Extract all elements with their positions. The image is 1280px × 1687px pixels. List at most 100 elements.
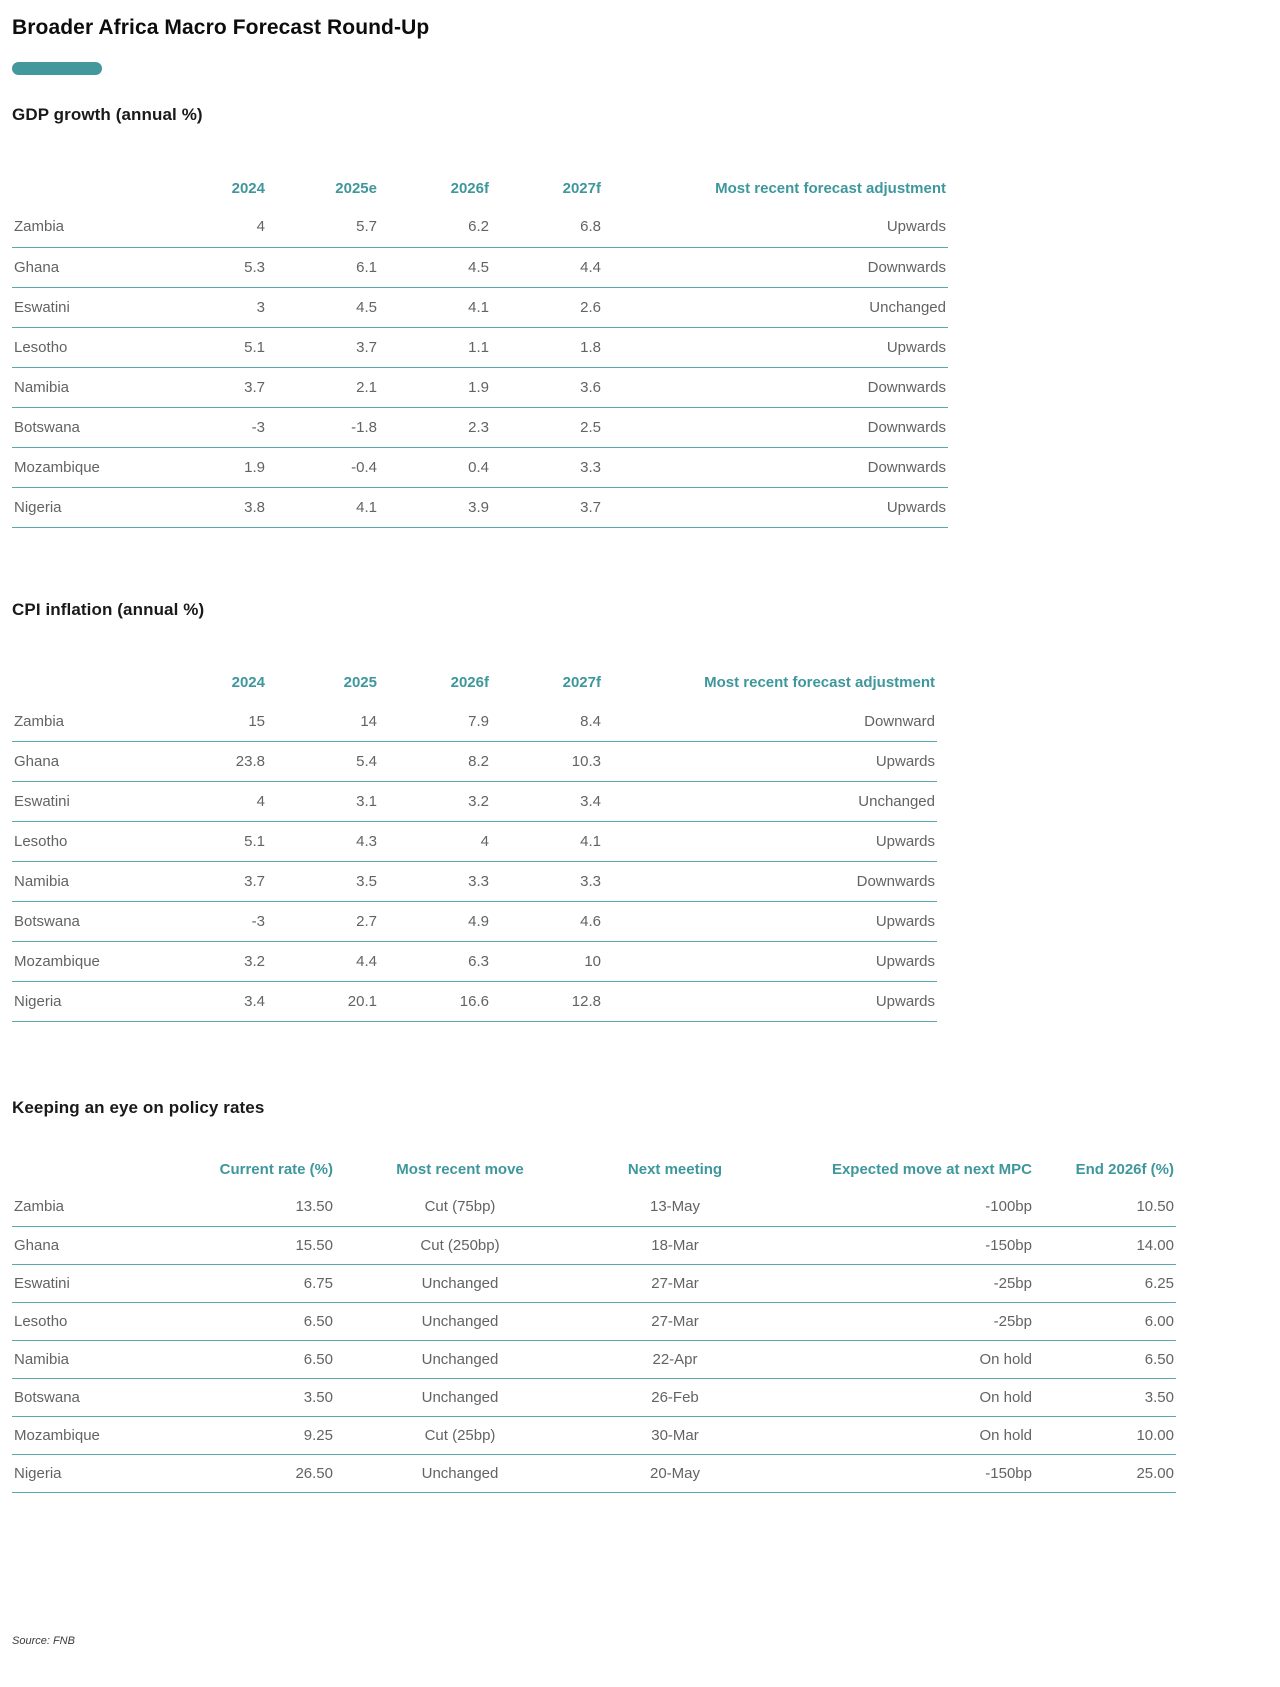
column-header: Next meeting: [627, 1160, 723, 1178]
value-cell: Unchanged: [603, 781, 937, 822]
value-cell: 26-Feb: [585, 1378, 765, 1417]
value-cell: 4.4: [267, 941, 379, 982]
value-cell: Upwards: [603, 901, 937, 942]
value-cell: 6.75: [172, 1264, 335, 1303]
value-cell: 25.00: [1034, 1454, 1176, 1493]
cpi-heading: CPI inflation (annual %): [12, 599, 205, 619]
value-cell: 8.2: [379, 741, 491, 782]
value-cell: -25bp: [765, 1264, 1034, 1303]
value-cell: Upwards: [603, 327, 948, 368]
value-cell: 10: [491, 941, 603, 982]
value-cell: Upwards: [603, 207, 948, 248]
value-cell: 6.00: [1034, 1302, 1176, 1341]
value-cell: 16.6: [379, 981, 491, 1022]
column-header: Most recent forecast adjustment: [715, 179, 946, 197]
column-header: 2027f: [562, 179, 601, 197]
country-cell: Lesotho: [12, 821, 172, 862]
value-cell: 15.50: [172, 1226, 335, 1265]
country-cell: Ghana: [12, 1226, 172, 1265]
country-cell: Ghana: [12, 741, 172, 782]
value-cell: 3.7: [267, 327, 379, 368]
value-cell: 2.3: [379, 407, 491, 448]
table-row: Mozambique 9.25 Cut (25bp) 30-Mar On hold 10.…: [12, 1416, 1176, 1455]
table-row: Ghana 23.8 5.4 8.2 10.3 Upwards: [12, 741, 937, 782]
table-row: Namibia 3.7 3.5 3.3 3.3 Downwards: [12, 861, 937, 902]
value-cell: 3.50: [172, 1378, 335, 1417]
value-cell: 27-Mar: [585, 1302, 765, 1341]
value-cell: On hold: [765, 1416, 1034, 1455]
value-cell: 4.9: [379, 901, 491, 942]
column-header: 2026f: [450, 674, 489, 691]
table-row: Namibia 6.50 Unchanged 22-Apr On hold 6.50: [12, 1340, 1176, 1379]
table-row: Ghana 15.50 Cut (250bp) 18-Mar -150bp 14.00: [12, 1226, 1176, 1265]
value-cell: 30-Mar: [585, 1416, 765, 1455]
source-note: Source: FNB: [12, 1634, 75, 1647]
value-cell: 3.8: [172, 487, 267, 528]
value-cell: 6.1: [267, 247, 379, 288]
value-cell: 13-May: [585, 1188, 765, 1227]
value-cell: 10.00: [1034, 1416, 1176, 1455]
value-cell: 6.2: [379, 207, 491, 248]
column-header: 2027f: [562, 674, 601, 691]
table-row: Namibia 3.7 2.1 1.9 3.6 Downwards: [12, 367, 948, 408]
value-cell: 4.6: [491, 901, 603, 942]
column-header: 2025: [343, 674, 377, 691]
value-cell: 1.9: [172, 447, 267, 488]
value-cell: 3.2: [172, 941, 267, 982]
value-cell: Upwards: [603, 941, 937, 982]
table-row: Botswana -3 2.7 4.9 4.6 Upwards: [12, 901, 937, 942]
value-cell: Downwards: [603, 447, 948, 488]
value-cell: Downward: [603, 701, 937, 742]
value-cell: 3.7: [172, 367, 267, 408]
column-header: Most recent forecast adjustment: [704, 674, 935, 691]
value-cell: -150bp: [765, 1454, 1034, 1493]
value-cell: 3.4: [491, 781, 603, 822]
country-cell: Mozambique: [12, 447, 172, 488]
value-cell: Unchanged: [335, 1454, 585, 1493]
value-cell: Unchanged: [335, 1378, 585, 1417]
value-cell: 4.1: [491, 821, 603, 862]
column-header: End 2026f (%): [1075, 1160, 1174, 1178]
value-cell: 12.8: [491, 981, 603, 1022]
value-cell: 15: [172, 701, 267, 742]
value-cell: Unchanged: [335, 1302, 585, 1341]
country-cell: Zambia: [12, 1188, 172, 1227]
value-cell: 3.3: [491, 861, 603, 902]
table-row: Botswana 3.50 Unchanged 26-Feb On hold 3.50: [12, 1378, 1176, 1417]
table-row: Nigeria 3.8 4.1 3.9 3.7 Upwards: [12, 487, 948, 528]
value-cell: 1.9: [379, 367, 491, 408]
country-cell: Namibia: [12, 367, 172, 408]
value-cell: 4: [172, 207, 267, 248]
value-cell: 18-Mar: [585, 1226, 765, 1265]
country-cell: Zambia: [12, 701, 172, 742]
value-cell: 3.4: [172, 981, 267, 1022]
country-cell: Eswatini: [12, 1264, 172, 1303]
country-cell: Botswana: [12, 901, 172, 942]
value-cell: 6.8: [491, 207, 603, 248]
country-cell: Mozambique: [12, 1416, 172, 1455]
table-row: Eswatini 3 4.5 4.1 2.6 Unchanged: [12, 287, 948, 328]
table-row: Eswatini 4 3.1 3.2 3.4 Unchanged: [12, 781, 937, 822]
country-cell: Eswatini: [12, 781, 172, 822]
value-cell: 3.7: [172, 861, 267, 902]
column-header: 2025e: [335, 179, 377, 197]
country-cell: Eswatini: [12, 287, 172, 328]
value-cell: 4.3: [267, 821, 379, 862]
policy-rates-table: Current rate (%) Most recent move Next mee…: [12, 1150, 1176, 1493]
country-cell: Nigeria: [12, 1454, 172, 1493]
table-row: Lesotho 6.50 Unchanged 27-Mar -25bp 6.00: [12, 1302, 1176, 1341]
value-cell: 6.50: [172, 1340, 335, 1379]
value-cell: 4.5: [267, 287, 379, 328]
table-row: Eswatini 6.75 Unchanged 27-Mar -25bp 6.25: [12, 1264, 1176, 1303]
value-cell: -1.8: [267, 407, 379, 448]
column-header: 2024: [231, 674, 265, 691]
value-cell: 6.3: [379, 941, 491, 982]
value-cell: Downwards: [603, 861, 937, 902]
value-cell: 3.3: [491, 447, 603, 488]
table-row: Nigeria 26.50 Unchanged 20-May -150bp 25.00: [12, 1454, 1176, 1493]
table-row: Ghana 5.3 6.1 4.5 4.4 Downwards: [12, 247, 948, 288]
gdp-header-row: 2024 2025e 2026f 2027f Most recent forecast …: [12, 169, 948, 207]
value-cell: 4.1: [379, 287, 491, 328]
country-cell: Namibia: [12, 861, 172, 902]
value-cell: -100bp: [765, 1188, 1034, 1227]
